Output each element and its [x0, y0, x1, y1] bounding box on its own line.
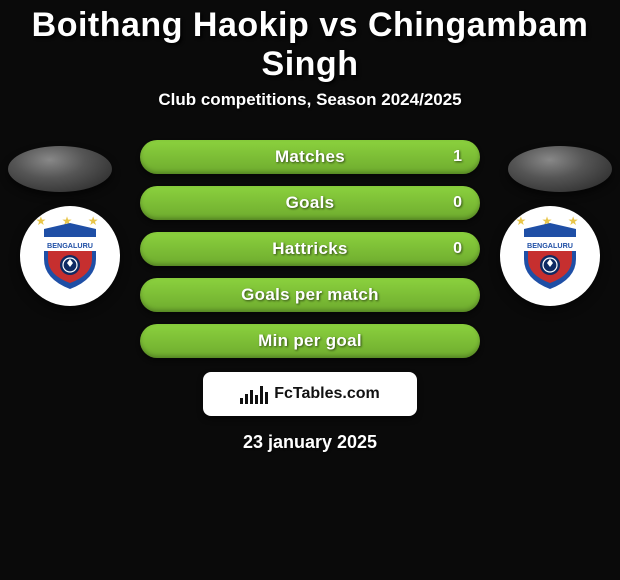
brand-inner: FcTables.com — [240, 384, 380, 404]
stat-bar: Hattricks 0 — [140, 232, 480, 266]
player-avatar-right — [508, 146, 612, 192]
stat-bar: Goals per match — [140, 278, 480, 312]
stat-label: Goals per match — [241, 285, 379, 305]
stat-bar: Min per goal — [140, 324, 480, 358]
brand-box: FcTables.com — [203, 372, 417, 416]
shield-icon: BENGALURU — [520, 223, 580, 289]
club-badge-right: ★ ★ ★ BENGALURU — [500, 206, 600, 306]
bars-icon — [240, 384, 268, 404]
date-label: 23 january 2025 — [0, 432, 620, 453]
stat-value: 1 — [453, 148, 462, 166]
stat-label: Goals — [286, 193, 335, 213]
stat-bars: Matches 1 Goals 0 Hattricks 0 Goals per … — [140, 138, 480, 358]
player-avatar-left — [8, 146, 112, 192]
club-label-text: BENGALURU — [527, 241, 573, 250]
club-circle: ★ ★ ★ BENGALURU — [20, 206, 120, 306]
stat-bar: Goals 0 — [140, 186, 480, 220]
comparison-card: Boithang Haokip vs Chingambam Singh Club… — [0, 0, 620, 580]
stat-value: 0 — [453, 194, 462, 212]
page-title: Boithang Haokip vs Chingambam Singh — [0, 6, 620, 84]
club-circle: ★ ★ ★ BENGALURU — [500, 206, 600, 306]
brand-text: FcTables.com — [274, 385, 380, 403]
club-badge-left: ★ ★ ★ BENGALURU — [20, 206, 120, 306]
stat-label: Matches — [275, 147, 345, 167]
club-label-text: BENGALURU — [47, 241, 93, 250]
shield-icon: BENGALURU — [40, 223, 100, 289]
content-area: ★ ★ ★ BENGALURU ★ ★ ★ — [0, 138, 620, 453]
stat-bar: Matches 1 — [140, 140, 480, 174]
subtitle: Club competitions, Season 2024/2025 — [0, 90, 620, 110]
stat-label: Min per goal — [258, 331, 362, 351]
stat-value: 0 — [453, 240, 462, 258]
stat-label: Hattricks — [272, 239, 347, 259]
